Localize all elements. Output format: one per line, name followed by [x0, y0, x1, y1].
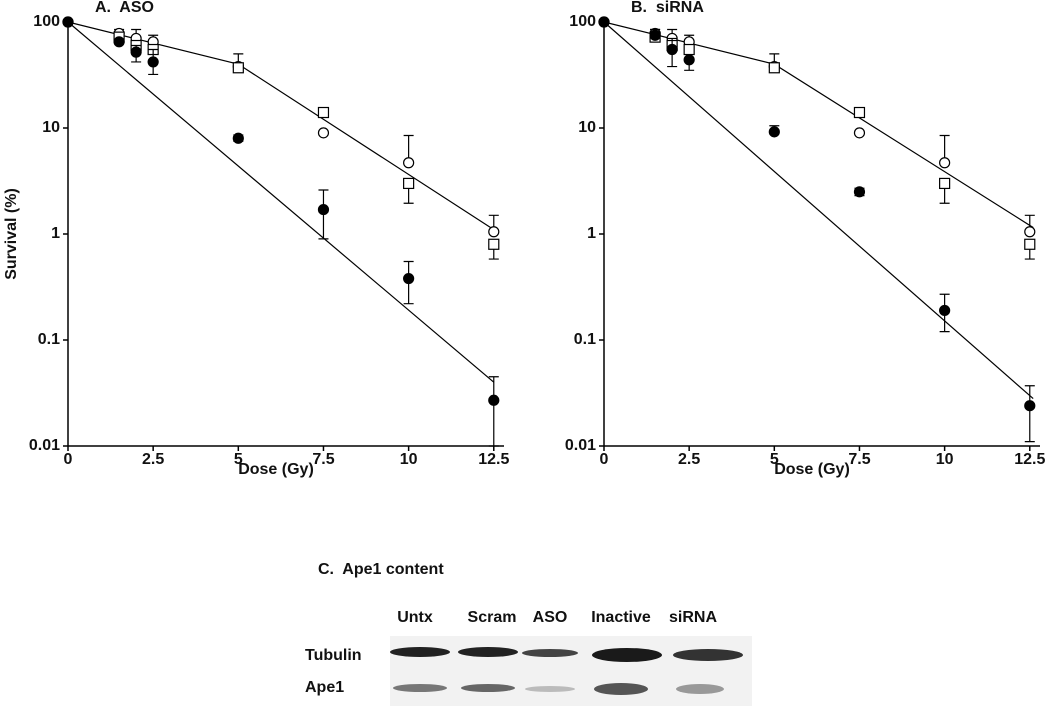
y-tick-label: 100 — [569, 13, 596, 30]
y-tick-label: 100 — [33, 13, 60, 30]
x-tick-label: 2.5 — [678, 451, 700, 468]
marker — [62, 16, 74, 28]
marker — [853, 186, 866, 198]
marker — [488, 394, 500, 406]
x-axis-label: Dose (Gy) — [774, 461, 850, 478]
marker — [939, 177, 951, 190]
marker — [598, 16, 610, 28]
marker — [768, 126, 780, 138]
x-tick-label: 2.5 — [142, 451, 164, 468]
marker — [403, 157, 415, 169]
x-tick-label: 10 — [400, 451, 418, 468]
marker — [130, 46, 142, 58]
marker — [317, 127, 330, 139]
marker — [939, 304, 951, 317]
y-tick-label: 10 — [578, 119, 596, 136]
x-tick-label: 5 — [770, 451, 779, 468]
marker — [853, 106, 866, 119]
marker — [317, 106, 330, 119]
marker — [1024, 238, 1036, 250]
marker — [403, 272, 415, 285]
y-tick-label: 0.01 — [565, 437, 596, 454]
y-axis-label: Survival (%) — [3, 188, 20, 280]
x-tick-label: 0 — [64, 451, 73, 468]
marker — [232, 132, 244, 144]
marker — [666, 43, 678, 56]
lane-label: Inactive — [591, 609, 651, 626]
lane-label: siRNA — [669, 609, 717, 626]
marker — [683, 54, 695, 66]
fit-line — [603, 21, 1034, 400]
marker — [939, 157, 951, 169]
error-bar — [1024, 385, 1035, 443]
x-tick-label: 10 — [936, 451, 954, 468]
error-bar — [488, 376, 499, 447]
x-tick-label: 12.5 — [1014, 451, 1045, 468]
y-tick-label: 0.1 — [38, 331, 60, 348]
chart-title: A. ASO — [95, 0, 154, 16]
marker — [147, 56, 159, 68]
marker — [488, 226, 500, 238]
fit-line — [67, 21, 495, 383]
marker — [403, 177, 415, 190]
chart-title: B. siRNA — [631, 0, 704, 16]
marker — [683, 43, 695, 56]
marker — [113, 36, 125, 48]
y-tick-label: 0.01 — [29, 437, 60, 454]
row-label: Ape1 — [305, 679, 344, 696]
marker — [649, 29, 661, 41]
x-tick-label: 7.5 — [848, 451, 870, 468]
y-tick-label: 0.1 — [574, 331, 596, 348]
marker — [232, 62, 244, 74]
marker — [1024, 400, 1036, 412]
x-tick-label: 5 — [234, 451, 243, 468]
marker — [488, 238, 500, 250]
row-label: Tubulin — [305, 647, 362, 664]
y-tick-label: 1 — [587, 225, 596, 242]
y-tick-label: 1 — [51, 225, 60, 242]
x-axis-label: Dose (Gy) — [238, 461, 314, 478]
blot-image — [390, 636, 752, 706]
lane-label: ASO — [533, 609, 568, 626]
x-tick-label: 12.5 — [478, 451, 509, 468]
marker — [768, 62, 780, 74]
x-tick-label: 7.5 — [312, 451, 334, 468]
y-tick-label: 10 — [42, 119, 60, 136]
lane-label: Scram — [468, 609, 517, 626]
marker — [853, 127, 866, 139]
marker — [1024, 226, 1036, 238]
x-tick-label: 0 — [600, 451, 609, 468]
marker — [317, 203, 330, 216]
panel-title: C. Ape1 content — [318, 561, 444, 578]
lane-label: Untx — [397, 609, 433, 626]
